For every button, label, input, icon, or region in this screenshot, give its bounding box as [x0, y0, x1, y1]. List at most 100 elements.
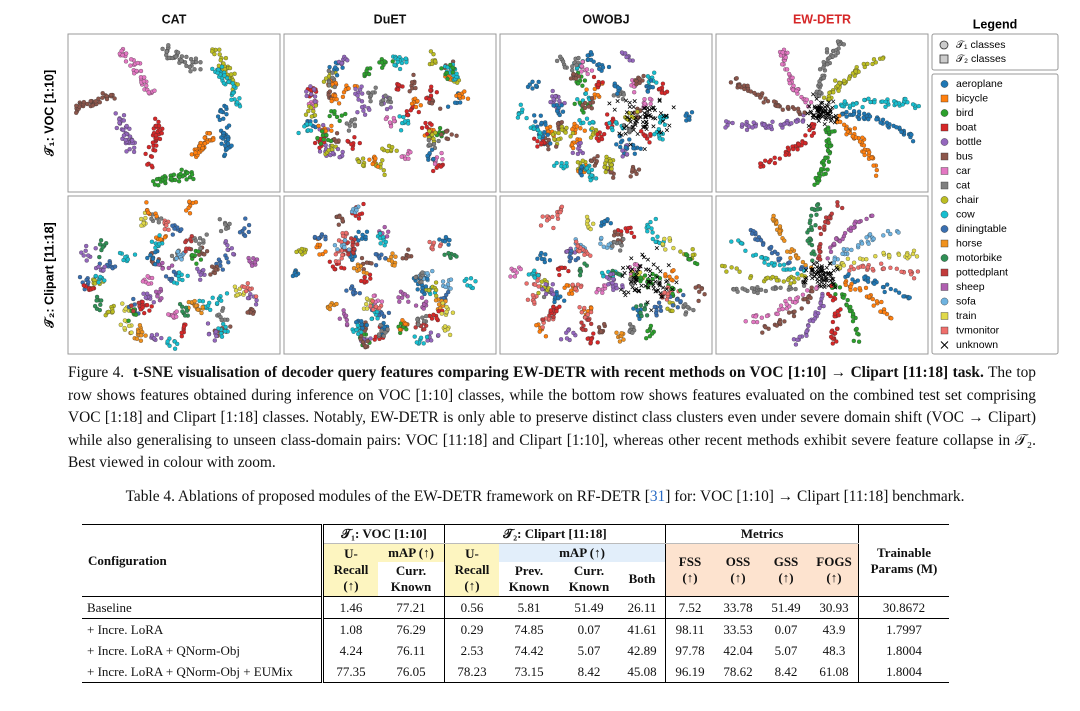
- scatter-point: [308, 84, 313, 89]
- scatter-point: [415, 98, 420, 104]
- scatter-point: [752, 90, 757, 96]
- value-cell: 0.07: [762, 618, 810, 640]
- scatter-point: [324, 132, 329, 138]
- scatter-point: [427, 128, 432, 134]
- scatter-point: [350, 243, 355, 248]
- unknown-point: [658, 111, 664, 116]
- scatter-point: [780, 50, 785, 55]
- scatter-point: [914, 254, 920, 259]
- scatter-point: [175, 341, 180, 347]
- scatter-point: [765, 275, 770, 280]
- scatter-point: [159, 131, 164, 136]
- scatter-point: [180, 309, 185, 314]
- scatter-point: [359, 255, 365, 261]
- scatter-point: [313, 118, 318, 124]
- scatter-point: [612, 239, 617, 245]
- scatter-point: [550, 88, 555, 94]
- scatter-point: [327, 113, 332, 119]
- scatter-point: [202, 141, 208, 146]
- header-cell: Prev. Known: [508, 563, 550, 594]
- scatter-point: [349, 236, 354, 241]
- unknown-point: [617, 131, 622, 136]
- scatter-point: [379, 299, 385, 304]
- scatter-point: [856, 339, 862, 344]
- scatter-point: [354, 208, 359, 213]
- scatter-point: [200, 145, 205, 151]
- scatter-point: [340, 65, 345, 70]
- scatter-point: [428, 330, 434, 335]
- scatter-point: [903, 96, 908, 102]
- scatter-point: [850, 311, 856, 316]
- scatter-point: [648, 323, 654, 329]
- scatter-point: [792, 106, 797, 112]
- scatter-point: [630, 330, 635, 335]
- unknown-point: [646, 113, 651, 118]
- scatter-point: [551, 97, 556, 102]
- scatter-point: [325, 137, 331, 143]
- scatter-point: [225, 247, 230, 252]
- scatter-point: [638, 146, 643, 151]
- scatter-point: [826, 220, 831, 225]
- scatter-point: [800, 292, 806, 297]
- legend-swatch: [940, 80, 949, 88]
- scatter-point: [872, 100, 877, 105]
- scatter-point: [143, 151, 148, 157]
- scatter-point: [559, 120, 564, 125]
- scatter-point: [893, 288, 898, 293]
- scatter-point: [772, 262, 777, 268]
- scatter-point: [352, 246, 357, 252]
- scatter-point: [674, 275, 679, 280]
- scatter-point: [446, 250, 451, 256]
- scatter-point: [583, 91, 589, 96]
- scatter-point: [135, 60, 140, 66]
- scatter-point: [870, 213, 875, 218]
- scatter-point: [321, 137, 326, 142]
- scatter-point: [575, 97, 580, 102]
- scatter-point: [450, 310, 456, 315]
- scatter-point: [546, 147, 551, 152]
- scatter-point: [337, 214, 342, 220]
- scatter-point: [401, 114, 406, 120]
- scatter-point: [792, 279, 797, 285]
- citation[interactable]: 31: [649, 488, 666, 505]
- scatter-point: [202, 135, 207, 140]
- scatter-point: [138, 338, 144, 343]
- scatter-point: [428, 93, 434, 98]
- scatter-point: [334, 73, 340, 78]
- scatter-point: [570, 130, 576, 136]
- scatter-point: [214, 301, 220, 306]
- scatter-point: [559, 204, 565, 209]
- scatter-point: [601, 244, 606, 249]
- scatter-point: [356, 216, 362, 221]
- scatter-point: [763, 325, 768, 330]
- scatter-point: [580, 327, 586, 332]
- scatter-point: [152, 88, 157, 93]
- scatter-point: [387, 96, 393, 101]
- scatter-point: [336, 259, 341, 264]
- scatter-point: [114, 125, 119, 131]
- scatter-point: [910, 139, 916, 144]
- scatter-point: [156, 119, 161, 125]
- scatter-point: [830, 129, 835, 134]
- scatter-point: [602, 321, 607, 327]
- scatter-point: [381, 97, 386, 103]
- scatter-point: [360, 232, 365, 238]
- scatter-point: [552, 163, 557, 168]
- scatter-point: [862, 275, 867, 280]
- scatter-point: [122, 318, 128, 323]
- scatter-point: [600, 80, 605, 85]
- scatter-point: [448, 277, 454, 282]
- scatter-point: [145, 255, 150, 261]
- scatter-point: [229, 72, 234, 77]
- scatter-point: [798, 266, 804, 272]
- scatter-point: [205, 321, 211, 326]
- scatter-point: [569, 142, 575, 147]
- scatter-point: [548, 99, 553, 105]
- scatter-point: [834, 326, 840, 332]
- scatter-point: [74, 103, 79, 108]
- scatter-point: [737, 269, 742, 274]
- scatter-point: [596, 287, 602, 292]
- scatter-point: [784, 67, 790, 72]
- scatter-point: [224, 291, 230, 296]
- header-cell: U-Recall (↑): [444, 543, 499, 597]
